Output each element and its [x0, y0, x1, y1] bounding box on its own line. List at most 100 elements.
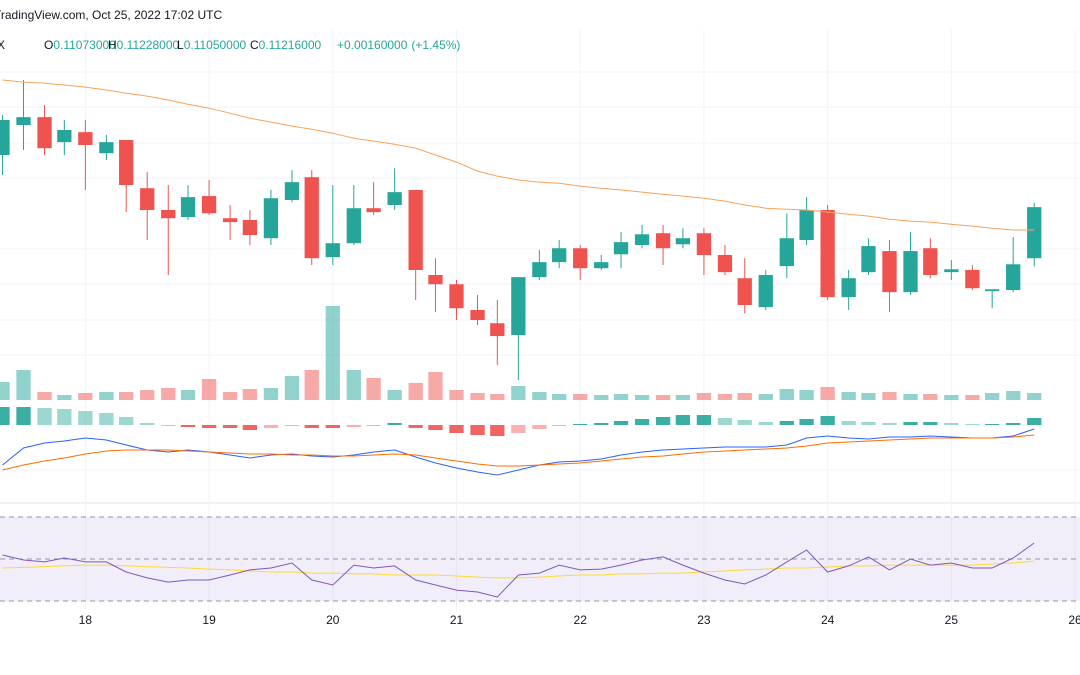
legend-label: H: [108, 38, 117, 52]
candle-body: [737, 278, 752, 305]
legend-label: L: [177, 38, 184, 52]
volume-bar: [201, 379, 217, 400]
candle-body: [201, 196, 217, 214]
macd-histogram-bar: [180, 425, 196, 427]
macd-histogram-bar: [16, 407, 31, 425]
candle-body: [594, 262, 609, 269]
candle-body: [346, 208, 361, 244]
x-tick-label: 19: [202, 613, 216, 627]
candle-body: [387, 192, 402, 205]
candle-body: [180, 197, 196, 218]
x-tick-label: 18: [79, 613, 93, 627]
macd-histogram-bar: [1027, 418, 1042, 425]
x-tick-label: 20: [326, 613, 340, 627]
candle-body: [882, 251, 897, 293]
volume-bar: [613, 394, 629, 400]
macd-histogram-bar: [779, 421, 794, 425]
macd-histogram-bar: [511, 425, 526, 433]
macd-histogram-bar: [387, 423, 402, 425]
volume-bar: [1006, 391, 1021, 400]
macd-histogram-bar: [965, 424, 980, 425]
macd-histogram-bar: [470, 425, 485, 435]
volume-bar: [99, 392, 114, 400]
candle-body: [16, 117, 31, 125]
volume-bar: [841, 392, 856, 400]
macd-histogram-bar: [119, 417, 134, 425]
legend-value: 0.11216000: [259, 38, 322, 52]
macd-histogram-bar: [820, 416, 835, 425]
candle-body: [449, 284, 464, 309]
x-tick-label: 21: [450, 613, 464, 627]
macd-histogram-bar: [985, 424, 1000, 425]
macd-histogram-bar: [758, 422, 773, 425]
volume-bar: [387, 390, 402, 400]
volume-bar: [675, 395, 691, 400]
volume-bar: [325, 306, 340, 400]
volume-bar: [594, 395, 609, 400]
candle-body: [161, 210, 176, 219]
candle-body: [985, 289, 1000, 292]
volume-bar: [655, 395, 671, 400]
volume-bar: [737, 393, 752, 400]
candle-body: [1027, 207, 1042, 259]
macd-histogram-bar: [573, 424, 588, 425]
candle-body: [799, 210, 814, 240]
candle-body: [408, 190, 423, 270]
x-tick-label: 25: [945, 613, 959, 627]
macd-histogram-bar: [78, 411, 93, 425]
volume-bar: [882, 392, 897, 400]
candle-body: [573, 248, 588, 269]
candle-body: [222, 218, 238, 223]
macd-histogram-bar: [861, 422, 876, 425]
macd-histogram-bar: [552, 425, 567, 426]
volume-bar: [161, 388, 176, 400]
candle-body: [820, 210, 835, 298]
candle-body: [923, 248, 938, 275]
macd-histogram-bar: [944, 423, 959, 425]
candle-body: [428, 275, 443, 285]
legend-label: C: [250, 38, 259, 52]
macd-histogram-bar: [594, 423, 609, 425]
x-tick-label: 22: [574, 613, 588, 627]
price-grid: [0, 71, 1080, 504]
volume-bar: [799, 390, 814, 400]
candle-body: [1006, 264, 1021, 290]
macd-histogram-bar: [263, 425, 279, 428]
macd-line: [2, 428, 1035, 476]
volume-bar: [140, 390, 155, 400]
x-tick-label: 24: [821, 613, 835, 627]
candle-body: [717, 255, 733, 273]
candle-body: [325, 243, 340, 258]
macd-histogram-bar: [923, 422, 938, 425]
macd-histogram-bar: [696, 415, 712, 425]
macd-histogram-bar: [140, 423, 155, 425]
volume-bar: [965, 395, 980, 400]
volume-bar: [634, 395, 650, 400]
macd-histogram-bar: [57, 409, 72, 425]
candle-body: [0, 120, 10, 155]
volume-bar: [861, 393, 876, 400]
volume-bar: [242, 389, 258, 400]
candle-body: [284, 182, 300, 200]
volume-bar: [696, 393, 712, 400]
macd-histogram-bar: [717, 418, 733, 425]
candle-body: [37, 117, 52, 149]
legend-value: 0.11228000: [117, 38, 180, 52]
candle-body: [366, 208, 381, 213]
macd-histogram-bar: [903, 422, 918, 425]
volume-bar: [573, 394, 588, 400]
candle-body: [99, 142, 114, 154]
volume-bar: [944, 395, 959, 400]
volume-bar: [552, 394, 567, 400]
macd-histogram-bar: [222, 425, 238, 428]
macd-signal-line: [2, 434, 1035, 471]
macd-histogram-bar: [675, 415, 691, 425]
candle-body: [675, 238, 691, 245]
macd-histogram-bar: [799, 419, 814, 425]
macd-histogram-bar: [366, 425, 381, 426]
volume-bar: [222, 392, 238, 400]
volume-bar: [366, 378, 381, 400]
volume-bar: [532, 392, 547, 400]
candle-body: [944, 269, 959, 273]
